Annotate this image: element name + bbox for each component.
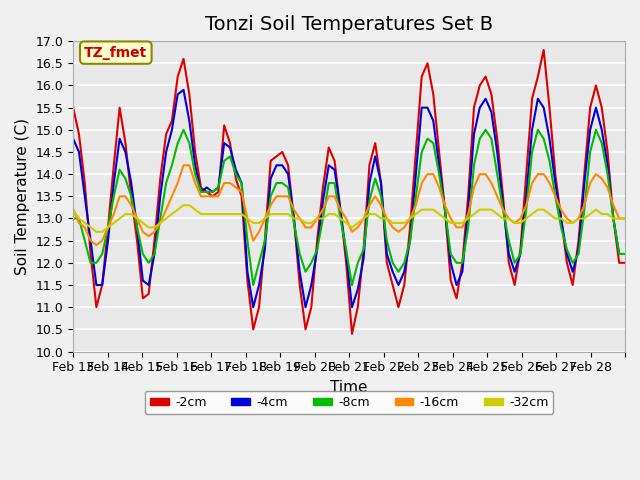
Line: -16cm: -16cm <box>73 165 625 245</box>
Line: -2cm: -2cm <box>73 50 625 334</box>
-2cm <box>371 140 379 146</box>
-2cm <box>354 304 362 310</box>
Text: TZ_fmet: TZ_fmet <box>84 46 147 60</box>
-32cm <box>319 216 327 221</box>
-4cm <box>319 198 327 204</box>
-32cm <box>150 225 158 230</box>
-8cm <box>621 251 629 257</box>
-4cm <box>250 304 257 310</box>
Title: Tonzi Soil Temperatures Set B: Tonzi Soil Temperatures Set B <box>205 15 493 34</box>
-8cm <box>69 216 77 221</box>
-16cm <box>621 216 629 221</box>
-16cm <box>93 242 100 248</box>
-32cm <box>93 229 100 235</box>
-2cm <box>69 105 77 110</box>
-4cm <box>586 127 594 132</box>
-32cm <box>180 202 188 208</box>
-8cm <box>360 247 367 252</box>
-4cm <box>360 255 367 261</box>
-16cm <box>377 202 385 208</box>
-4cm <box>180 87 188 93</box>
-2cm <box>348 331 356 336</box>
-16cm <box>69 207 77 213</box>
-32cm <box>586 211 594 217</box>
-8cm <box>232 171 239 177</box>
-4cm <box>377 180 385 186</box>
Line: -4cm: -4cm <box>73 90 625 307</box>
-4cm <box>69 136 77 142</box>
-4cm <box>145 282 152 288</box>
Line: -8cm: -8cm <box>73 130 625 285</box>
Line: -32cm: -32cm <box>73 205 625 232</box>
-16cm <box>150 229 158 235</box>
-8cm <box>319 216 327 221</box>
-4cm <box>621 251 629 257</box>
-4cm <box>232 167 239 173</box>
-2cm <box>540 47 547 53</box>
-32cm <box>238 211 246 217</box>
-16cm <box>319 207 327 213</box>
-2cm <box>307 304 315 310</box>
-8cm <box>180 127 188 132</box>
-32cm <box>360 216 367 221</box>
X-axis label: Time: Time <box>330 380 368 395</box>
-8cm <box>377 193 385 199</box>
Legend: -2cm, -4cm, -8cm, -16cm, -32cm: -2cm, -4cm, -8cm, -16cm, -32cm <box>145 391 553 414</box>
-2cm <box>621 260 629 266</box>
-16cm <box>180 162 188 168</box>
-8cm <box>586 149 594 155</box>
-2cm <box>145 291 152 297</box>
-2cm <box>226 140 234 146</box>
-16cm <box>238 189 246 195</box>
-8cm <box>145 260 152 266</box>
-16cm <box>360 216 367 221</box>
-2cm <box>586 105 594 110</box>
-8cm <box>250 282 257 288</box>
-32cm <box>69 207 77 213</box>
Y-axis label: Soil Temperature (C): Soil Temperature (C) <box>15 118 30 275</box>
-32cm <box>621 216 629 221</box>
-32cm <box>377 216 385 221</box>
-16cm <box>586 180 594 186</box>
